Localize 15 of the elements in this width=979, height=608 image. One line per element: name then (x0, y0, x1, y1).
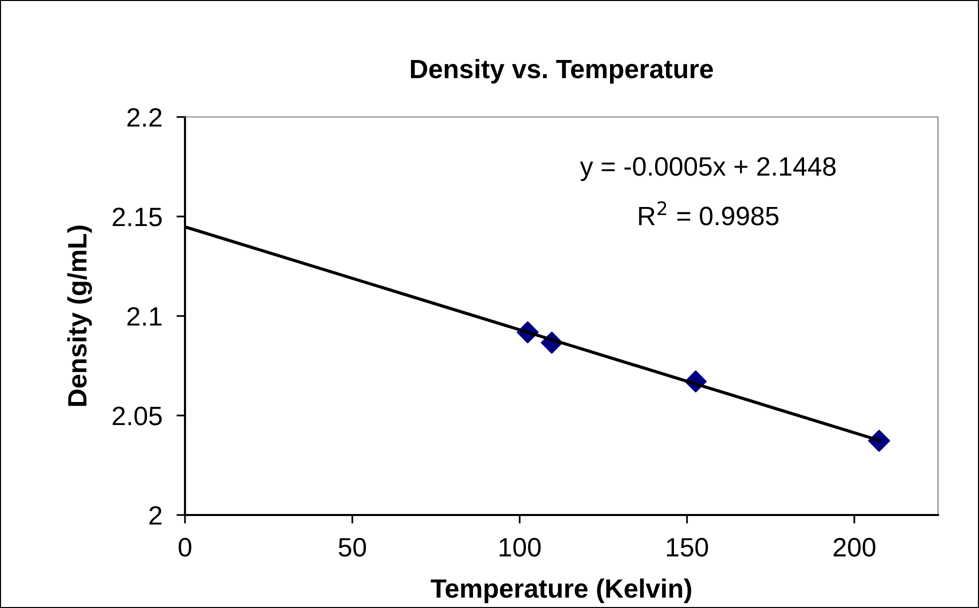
y-tick-label: 2.2 (127, 108, 162, 127)
x-tick-label: 200 (834, 538, 876, 557)
annotation: y = -0.0005x + 2.1448 (580, 157, 836, 182)
x-axis-title: Temperature (Kelvin) (430, 578, 692, 604)
x-tick-label: 100 (500, 538, 541, 557)
chart-title: Density vs. Temperature (410, 58, 713, 84)
x-tick-label: 50 (338, 538, 366, 557)
y-tick-label: 2.1 (127, 307, 162, 326)
annotation: R$^{2}$ = 0.9985 (639, 201, 778, 226)
y-tick-label: 2 (149, 506, 162, 525)
y-tick-label: 2.15 (112, 208, 162, 226)
x-tick-label: 150 (667, 538, 708, 557)
y-tick-label: 2.05 (112, 406, 162, 426)
y-axis-title: Density (g/mL) (67, 226, 92, 406)
x-tick-label: 0 (178, 538, 192, 557)
